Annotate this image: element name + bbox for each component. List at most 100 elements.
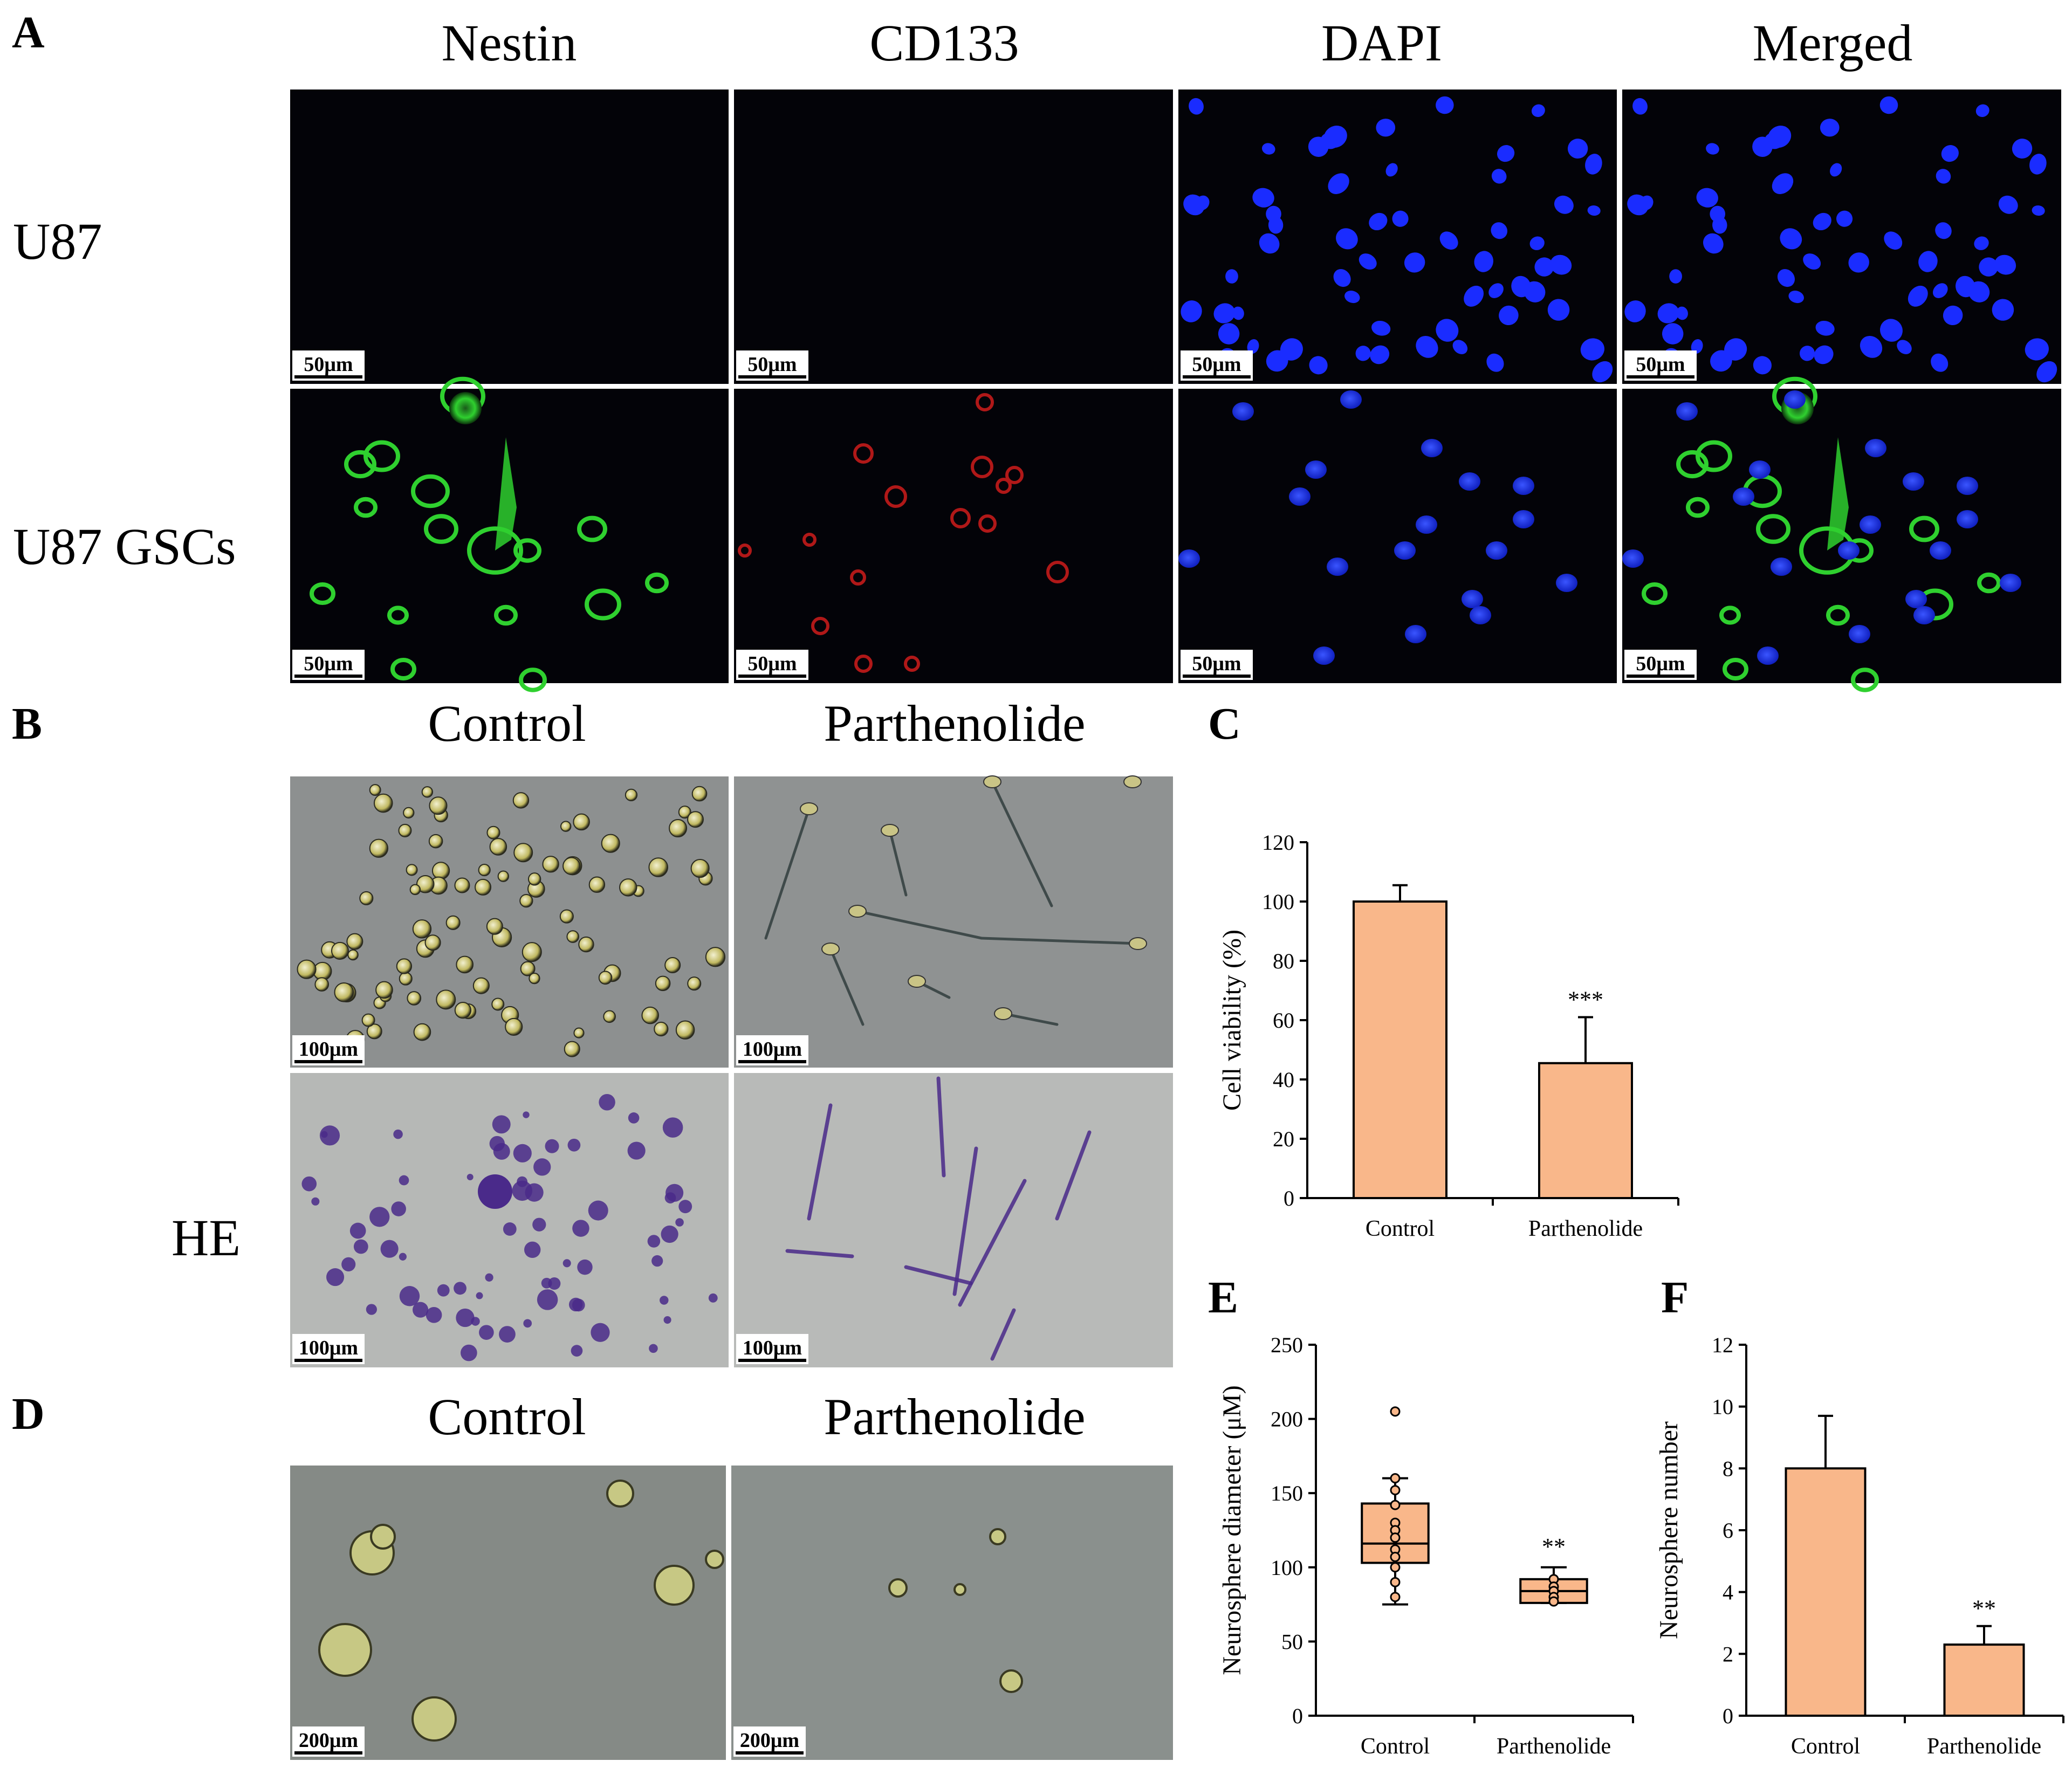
- nucleus: [2012, 139, 2033, 159]
- nestin-cell: [519, 668, 547, 692]
- nucleus: [1513, 477, 1534, 495]
- stained-cell: [628, 1112, 640, 1124]
- cell: [431, 862, 450, 880]
- svg-text:50μm: 50μm: [1636, 652, 1685, 675]
- nucleus: [1777, 269, 1795, 287]
- x-tick-label: Parthenolide: [1528, 1216, 1643, 1241]
- dapi-nuclei: [1178, 390, 1577, 665]
- cd133-cell: [802, 533, 817, 547]
- stained-cell: [678, 1200, 692, 1214]
- nucleus: [1803, 253, 1821, 270]
- cell: [848, 905, 867, 918]
- cell: [314, 977, 330, 992]
- nucleus: [1436, 96, 1454, 114]
- nucleus: [1905, 590, 1927, 608]
- cell: [522, 942, 542, 962]
- nucleus: [1534, 257, 1554, 277]
- nucleus: [1261, 143, 1275, 155]
- nucleus: [1860, 515, 1881, 534]
- neurosphere: [953, 1583, 966, 1596]
- y-tick-label: 8: [1723, 1456, 1733, 1481]
- nucleus: [2025, 338, 2049, 361]
- nucleus: [1491, 169, 1507, 184]
- neurosphere: [705, 1550, 724, 1569]
- svg-text:50μm: 50μm: [747, 353, 797, 376]
- data-point: [1390, 1552, 1401, 1563]
- y-tick-label: 2: [1723, 1642, 1733, 1666]
- cell: [687, 976, 702, 991]
- stained-cell: [990, 1308, 1016, 1361]
- stained-cell: [599, 1094, 615, 1111]
- cell: [573, 813, 590, 831]
- nucleus: [1733, 487, 1754, 506]
- stained-cell: [785, 1249, 854, 1258]
- cell: [559, 909, 574, 924]
- cell: [641, 1006, 659, 1024]
- cell: [573, 1027, 585, 1038]
- cell: [399, 972, 413, 986]
- y-tick-label: 0: [1284, 1186, 1294, 1210]
- nestin-cell: [645, 572, 669, 594]
- nucleus: [1676, 306, 1688, 320]
- stained-cell: [533, 1158, 551, 1176]
- cell: [527, 872, 541, 886]
- cell: [625, 788, 638, 802]
- row-label-u87: U87: [13, 212, 102, 270]
- significance-label: **: [1542, 1533, 1566, 1560]
- neurospheres: [888, 1528, 1023, 1693]
- chart-neurosphere-diameter: 0 50 100 150 200 250 Control Parthenolide Neuros…: [1218, 1333, 1634, 1759]
- nucleus: [1213, 303, 1236, 324]
- cell: [598, 971, 613, 985]
- nucleus: [1529, 236, 1545, 250]
- nucleus: [1462, 590, 1483, 608]
- cell: [664, 957, 681, 974]
- nucleus: [1289, 487, 1311, 506]
- svg-text:50μm: 50μm: [1636, 353, 1685, 376]
- neurosphere: [318, 1623, 372, 1677]
- cell: [334, 982, 354, 1002]
- stained-cell: [319, 1125, 340, 1146]
- nucleus: [1252, 188, 1274, 208]
- col-header-dapi: DAPI: [1321, 14, 1442, 72]
- nestin-cell: [310, 582, 335, 605]
- nucleus: [1404, 252, 1425, 273]
- nucleus: [1556, 574, 1577, 592]
- panel-a-column-headers: Nestin CD133 DAPI Merged: [442, 14, 1913, 72]
- stained-cell: [525, 1183, 544, 1202]
- nucleus: [1486, 541, 1507, 560]
- svg-text:100μm: 100μm: [743, 1337, 802, 1359]
- cell: [475, 878, 492, 896]
- scale-bar: 200μm: [292, 1726, 365, 1757]
- scale-bars-panel-a: 50μm 50μm 50μm 50μm 50μm 50μm 50μm 50μm: [292, 350, 1697, 680]
- nucleus: [1979, 257, 1999, 277]
- svg-text:100μm: 100μm: [743, 1038, 802, 1061]
- stained-cell: [349, 1222, 366, 1239]
- cell: [520, 961, 536, 976]
- stained-cell: [437, 1284, 450, 1297]
- nucleus: [1935, 222, 1952, 239]
- col-header-cd133: CD133: [869, 14, 1019, 72]
- cd133-cell: [996, 478, 1012, 494]
- cd133-cell: [978, 514, 997, 533]
- nucleus: [1974, 236, 1989, 250]
- nucleus: [1327, 558, 1348, 576]
- stained-cell: [647, 1235, 661, 1248]
- cell: [691, 786, 708, 802]
- nucleus: [1474, 251, 1493, 272]
- nucleus: [1499, 305, 1519, 326]
- stained-cell: [399, 1286, 420, 1306]
- nucleus: [1908, 285, 1928, 307]
- nucleus: [1232, 306, 1244, 320]
- stained-cell: [545, 1139, 559, 1153]
- cell: [366, 1023, 382, 1040]
- svg-text:50μm: 50μm: [1192, 353, 1241, 376]
- panel-e-letter: E: [1208, 1272, 1238, 1323]
- scale-bar: 50μm: [1181, 350, 1253, 381]
- nestin-cell: [1851, 668, 1879, 692]
- y-tick-label: 100: [1271, 1556, 1303, 1580]
- nucleus: [1703, 233, 1724, 254]
- stained-cell: [391, 1201, 406, 1216]
- y-axis-title: Neurosphere number: [1655, 1421, 1683, 1639]
- scale-bars-panel-b: 100μm 100μm 100μm 100μm: [292, 1035, 808, 1364]
